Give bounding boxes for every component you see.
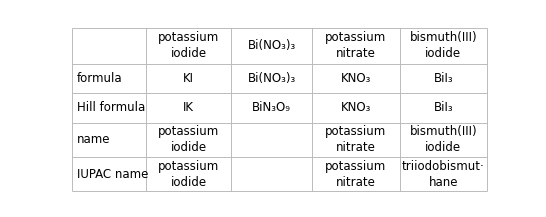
Text: potassium
nitrate: potassium nitrate xyxy=(325,31,387,60)
Text: potassium
nitrate: potassium nitrate xyxy=(325,160,387,189)
Text: formula: formula xyxy=(76,72,122,85)
Text: IK: IK xyxy=(183,102,194,114)
Text: KNO₃: KNO₃ xyxy=(341,72,371,85)
Text: potassium
nitrate: potassium nitrate xyxy=(325,125,387,154)
Text: IUPAC name: IUPAC name xyxy=(76,168,148,181)
Text: potassium
iodide: potassium iodide xyxy=(158,31,219,60)
Text: potassium
iodide: potassium iodide xyxy=(158,125,219,154)
Text: BiI₃: BiI₃ xyxy=(434,72,453,85)
Text: KI: KI xyxy=(183,72,194,85)
Text: name: name xyxy=(76,133,110,146)
Text: triiodobismut·
hane: triiodobismut· hane xyxy=(402,160,485,189)
Text: BiN₃O₉: BiN₃O₉ xyxy=(252,102,291,114)
Text: Bi(NO₃)₃: Bi(NO₃)₃ xyxy=(248,39,296,52)
Text: Hill formula: Hill formula xyxy=(76,102,145,114)
Text: bismuth(III)
iodide: bismuth(III) iodide xyxy=(410,31,477,60)
Text: Bi(NO₃)₃: Bi(NO₃)₃ xyxy=(248,72,296,85)
Text: BiI₃: BiI₃ xyxy=(434,102,453,114)
Text: bismuth(III)
iodide: bismuth(III) iodide xyxy=(410,125,477,154)
Text: KNO₃: KNO₃ xyxy=(341,102,371,114)
Text: potassium
iodide: potassium iodide xyxy=(158,160,219,189)
